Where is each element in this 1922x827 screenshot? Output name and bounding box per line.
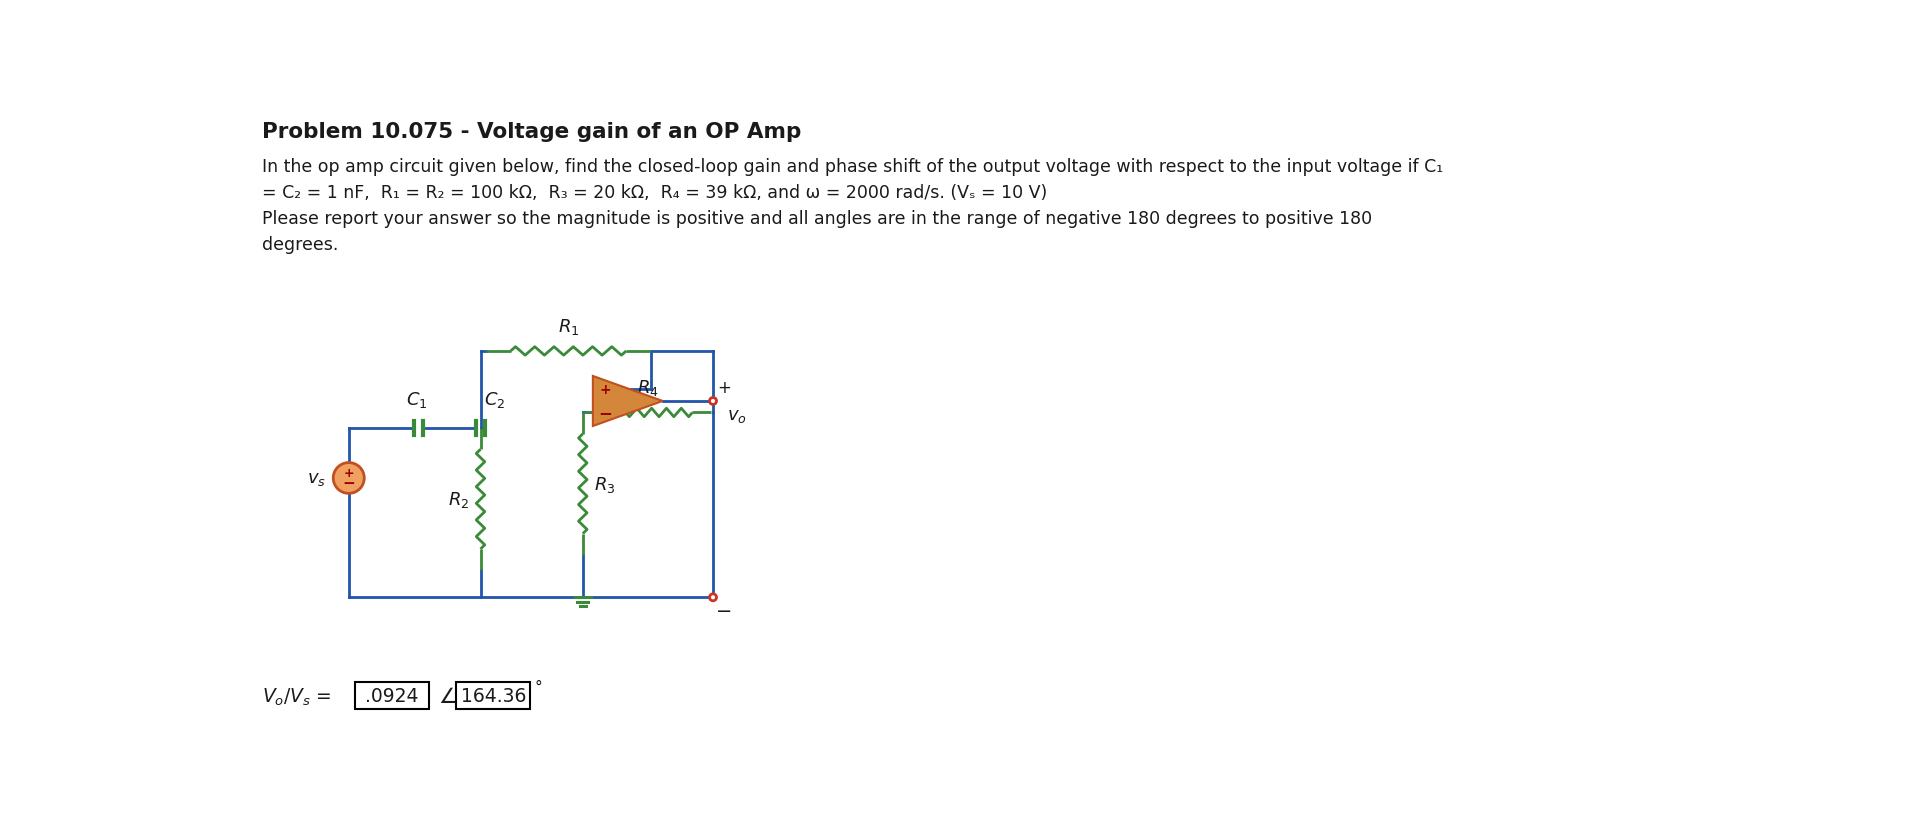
Text: .0924: .0924 [365, 686, 419, 705]
Text: $R_3$: $R_3$ [594, 474, 615, 494]
Circle shape [709, 594, 717, 601]
Text: $C_2$: $C_2$ [484, 390, 505, 409]
FancyBboxPatch shape [457, 682, 530, 710]
Text: +: + [344, 466, 354, 480]
Text: +: + [717, 379, 732, 397]
Text: $v_s$: $v_s$ [308, 470, 325, 487]
Text: In the op amp circuit given below, find the closed-loop gain and phase shift of : In the op amp circuit given below, find … [261, 158, 1443, 175]
Text: $R_4$: $R_4$ [636, 378, 659, 398]
Text: Please report your answer so the magnitude is positive and all angles are in the: Please report your answer so the magnitu… [261, 210, 1372, 228]
Text: $R_2$: $R_2$ [448, 490, 469, 509]
Polygon shape [592, 376, 663, 427]
Text: $C_1$: $C_1$ [406, 390, 429, 409]
FancyBboxPatch shape [356, 682, 429, 710]
Text: $V_o/V_s$ =: $V_o/V_s$ = [261, 686, 333, 707]
Text: $R_1$: $R_1$ [557, 316, 579, 336]
Text: +: + [600, 383, 611, 397]
Text: degrees.: degrees. [261, 237, 338, 254]
Circle shape [333, 463, 365, 494]
Text: −: − [717, 601, 732, 620]
Text: −: − [342, 476, 356, 490]
Circle shape [709, 398, 717, 405]
Text: −: − [598, 404, 613, 422]
Text: °: ° [534, 679, 542, 695]
Text: Problem 10.075 - Voltage gain of an OP Amp: Problem 10.075 - Voltage gain of an OP A… [261, 122, 801, 142]
Text: ∠: ∠ [438, 686, 457, 706]
Text: $v_o$: $v_o$ [727, 406, 748, 424]
Text: 164.36: 164.36 [461, 686, 527, 705]
Text: = C₂ = 1 nF,  R₁ = R₂ = 100 kΩ,  R₃ = 20 kΩ,  R₄ = 39 kΩ, and ω = 2000 rad/s. (V: = C₂ = 1 nF, R₁ = R₂ = 100 kΩ, R₃ = 20 k… [261, 184, 1047, 202]
